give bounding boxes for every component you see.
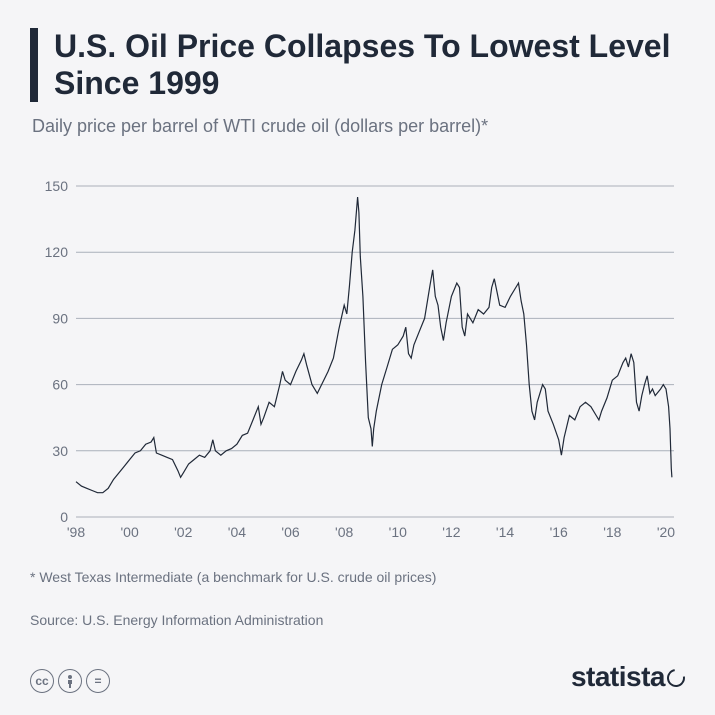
footer: cc = statista [30, 661, 685, 693]
svg-text:90: 90 [52, 310, 68, 326]
svg-text:'18: '18 [603, 524, 621, 540]
source-text: Source: U.S. Energy Information Administ… [30, 610, 685, 631]
line-chart: 0 30 60 90 120 150 '98 '00 '02 '04 '06 '08 '10 '12 '14… [34, 165, 684, 545]
svg-text:60: 60 [52, 376, 68, 392]
chart-title: U.S. Oil Price Collapses To Lowest Level… [54, 28, 685, 102]
footnote-text: * West Texas Intermediate (a benchmark f… [30, 567, 685, 588]
svg-text:'20: '20 [657, 524, 675, 540]
svg-text:'14: '14 [496, 524, 514, 540]
svg-text:120: 120 [45, 244, 69, 260]
cc-icon: cc [30, 669, 54, 693]
title-block: U.S. Oil Price Collapses To Lowest Level… [30, 28, 685, 102]
nd-icon: = [86, 669, 110, 693]
svg-text:'04: '04 [228, 524, 246, 540]
svg-text:'98: '98 [67, 524, 85, 540]
svg-text:0: 0 [60, 509, 68, 525]
svg-text:'02: '02 [174, 524, 192, 540]
svg-text:'00: '00 [121, 524, 139, 540]
title-accent-bar [30, 28, 38, 102]
svg-text:30: 30 [52, 442, 68, 458]
svg-text:'16: '16 [550, 524, 568, 540]
statista-logo: statista [571, 661, 685, 693]
chart-svg: 0 30 60 90 120 150 '98 '00 '02 '04 '06 '08 '10 '12 '14… [34, 165, 684, 545]
svg-text:'08: '08 [335, 524, 353, 540]
svg-text:'12: '12 [442, 524, 460, 540]
svg-text:'06: '06 [281, 524, 299, 540]
svg-text:150: 150 [45, 178, 69, 194]
chart-subtitle: Daily price per barrel of WTI crude oil … [30, 116, 685, 137]
license-icons: cc = [30, 669, 110, 693]
attribution-icon [58, 669, 82, 693]
svg-text:'10: '10 [389, 524, 407, 540]
